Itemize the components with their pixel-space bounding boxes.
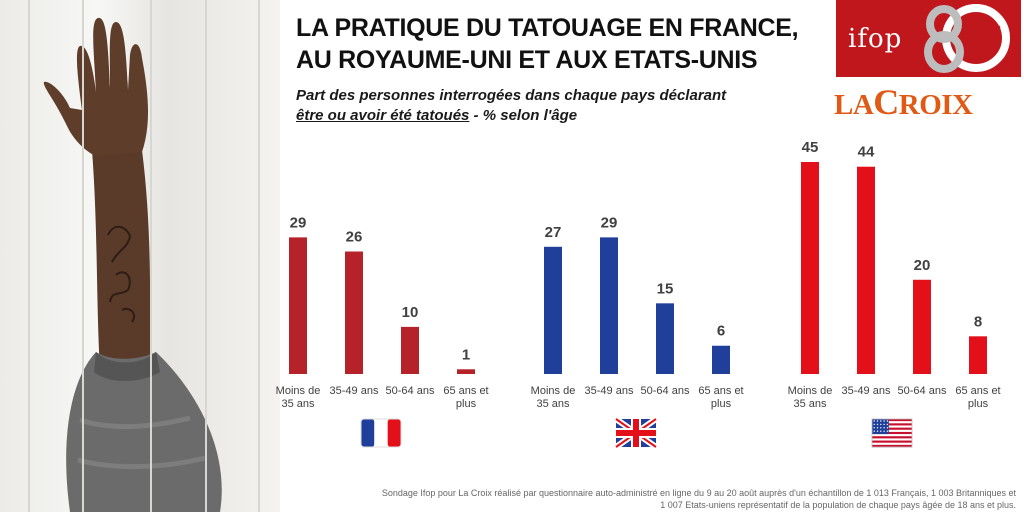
- bar: [457, 369, 475, 374]
- category-label: 35 ans: [536, 398, 570, 410]
- bar-value-label: 15: [657, 280, 674, 297]
- la-croix-logo-roix: ROIX: [898, 89, 973, 121]
- category-label: 50-64 ans: [386, 385, 435, 397]
- bar-value-label: 29: [290, 214, 307, 231]
- flag-france-icon: [360, 418, 402, 448]
- bar: [544, 246, 562, 374]
- category-label: plus: [456, 398, 477, 410]
- bar-value-label: 1: [462, 346, 470, 363]
- bar: [401, 326, 419, 374]
- category-label: 35 ans: [793, 398, 827, 410]
- la-croix-logo-la: LA: [834, 89, 874, 121]
- bar-value-label: 27: [545, 224, 562, 241]
- bar-value-label: 45: [802, 139, 819, 156]
- arm-photo: [0, 0, 280, 512]
- la-croix-logo-c: C: [873, 82, 899, 122]
- flag-united-kingdom-icon: [614, 416, 658, 450]
- bar-value-label: 29: [601, 214, 618, 231]
- bar-value-label: 6: [717, 323, 725, 340]
- bar: [857, 166, 875, 374]
- category-label: plus: [968, 398, 989, 410]
- subtitle-line1: Part des personnes interrogées dans chaq…: [296, 87, 727, 104]
- category-label: Moins de: [531, 385, 576, 397]
- bar-value-label: 8: [974, 313, 982, 330]
- bar: [913, 279, 931, 374]
- category-label: plus: [711, 398, 732, 410]
- la-croix-logo: LACROIX: [834, 82, 1024, 122]
- ifop-logo-word: ifop: [848, 24, 903, 54]
- bar-value-label: 10: [402, 304, 419, 321]
- category-label: 65 ans et: [955, 385, 1000, 397]
- bar: [345, 251, 363, 374]
- category-label: 35-49 ans: [585, 385, 634, 397]
- bar-value-label: 26: [346, 229, 363, 246]
- bar: [289, 237, 307, 374]
- category-label: Moins de: [276, 385, 321, 397]
- flag-united-states-icon: [871, 418, 913, 448]
- category-label: Moins de: [788, 385, 833, 397]
- bar-value-label: 20: [914, 257, 931, 274]
- category-label: 35 ans: [281, 398, 315, 410]
- footnote-methodology: Sondage Ifop pour La Croix réalisé par q…: [381, 488, 1016, 510]
- category-label: 50-64 ans: [898, 385, 947, 397]
- bar: [801, 162, 819, 374]
- subtitle-underlined: être ou avoir été tatoués: [296, 107, 470, 124]
- category-label: 65 ans et: [698, 385, 743, 397]
- bar: [712, 345, 730, 374]
- subtitle-rest: - % selon l'âge: [469, 107, 578, 124]
- ifop-80-ans-logo: ifop ans: [836, 0, 1021, 77]
- bar: [600, 237, 618, 374]
- subtitle: Part des personnes interrogées dans chaq…: [296, 86, 796, 126]
- page-title: LA PRATIQUE DU TATOUAGE EN FRANCE, AU RO…: [296, 14, 799, 74]
- ifop-80-badge: ans: [924, 4, 1010, 73]
- bar: [656, 303, 674, 374]
- category-label: 35-49 ans: [330, 385, 379, 397]
- category-label: 50-64 ans: [641, 385, 690, 397]
- ifop-logo-ans: ans: [990, 24, 1002, 41]
- category-label: 65 ans et: [443, 385, 488, 397]
- bar: [969, 336, 987, 374]
- bar-value-label: 44: [858, 144, 875, 161]
- raised-arm-illustration: [43, 17, 222, 512]
- category-label: 35-49 ans: [842, 385, 891, 397]
